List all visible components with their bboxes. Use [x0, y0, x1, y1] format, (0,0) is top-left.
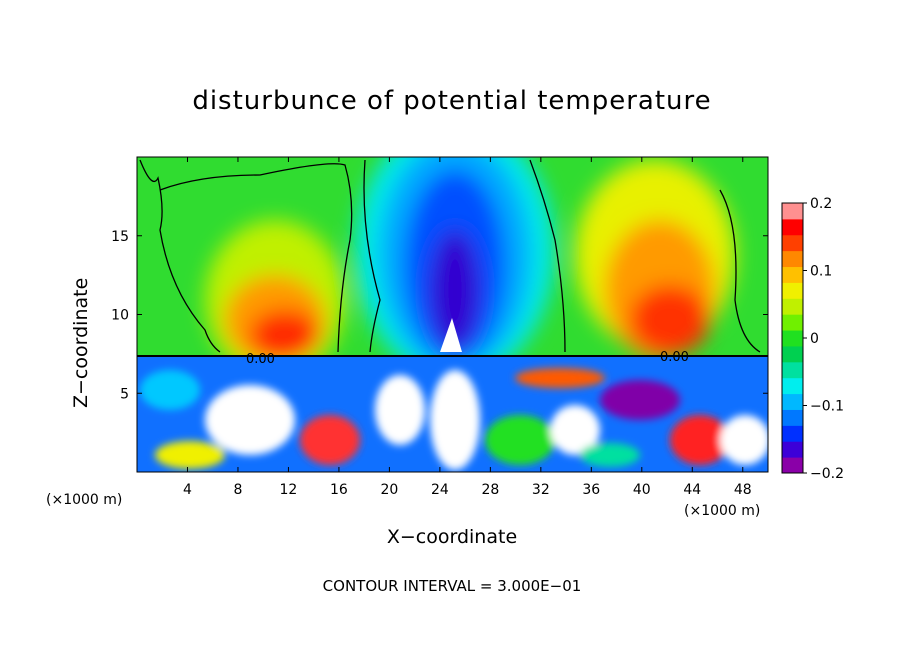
colorbar-swatch [782, 203, 803, 220]
x-tick-label: 4 [183, 482, 192, 498]
colorbar-swatch [782, 314, 803, 331]
y-tick-label: 15 [111, 229, 129, 245]
colorbar-swatch [782, 218, 803, 236]
x-tick-label: 48 [734, 482, 752, 498]
x-tick-label: 16 [330, 482, 348, 498]
colorbar-swatch [782, 409, 803, 426]
zero-contours [139, 159, 761, 353]
y-tick-label: 10 [111, 308, 129, 324]
x-tick-label: 12 [280, 482, 298, 498]
x-tick-label: 28 [481, 482, 499, 498]
y-tick-label: 5 [120, 386, 129, 402]
colorbar-tick-label: 0.2 [810, 196, 832, 212]
colorbar-ticks: 0.2 0.1 0 −0.1 −0.2 [803, 196, 844, 482]
contour-interval-note: CONTOUR INTERVAL = 3.000E−01 [322, 577, 582, 595]
x-tick-label: 40 [633, 482, 651, 498]
colorbar-swatch [782, 330, 803, 347]
colorbar-swatch [782, 345, 803, 363]
colorbar-swatch [782, 441, 803, 458]
heatmap-field [137, 157, 768, 472]
colorbar-tick-label: 0.1 [810, 264, 832, 280]
y-axis-ticks: 5 10 15 [111, 229, 768, 402]
colorbar-swatch [782, 250, 803, 268]
colorbar-swatch [782, 266, 803, 283]
x-tick-label: 20 [380, 482, 398, 498]
x-tick-label: 24 [431, 482, 449, 498]
colorbar-swatch [782, 393, 803, 410]
colorbar-tick-label: −0.1 [810, 399, 844, 415]
contour-label-1: 0.00 [246, 352, 275, 367]
contour-label-2: 0.00 [660, 350, 689, 365]
colorbar-swatch [782, 361, 803, 379]
colorbar-swatch [782, 425, 803, 442]
x-tick-label: 8 [233, 482, 242, 498]
chart-title: disturbunce of potential temperature [192, 86, 712, 116]
x-axis-ticks: 4 8 12 16 20 24 28 32 36 40 44 48 [183, 157, 752, 498]
x-tick-label: 36 [582, 482, 600, 498]
colorbar-swatch [782, 282, 803, 299]
x-tick-label: 44 [683, 482, 701, 498]
colorbar [782, 203, 803, 474]
colorbar-tick-label: 0 [810, 331, 819, 347]
colorbar-swatch [782, 298, 803, 315]
x-tick-label: 32 [532, 482, 550, 498]
colorbar-tick-label: −0.2 [810, 466, 844, 482]
colorbar-swatch [782, 234, 803, 252]
colorbar-swatch [782, 377, 803, 395]
x-axis-unit: (×1000 m) [684, 503, 761, 519]
y-axis-unit: (×1000 m) [46, 492, 123, 508]
colorbar-swatch [782, 457, 803, 474]
x-axis-label: X−coordinate [386, 526, 518, 548]
